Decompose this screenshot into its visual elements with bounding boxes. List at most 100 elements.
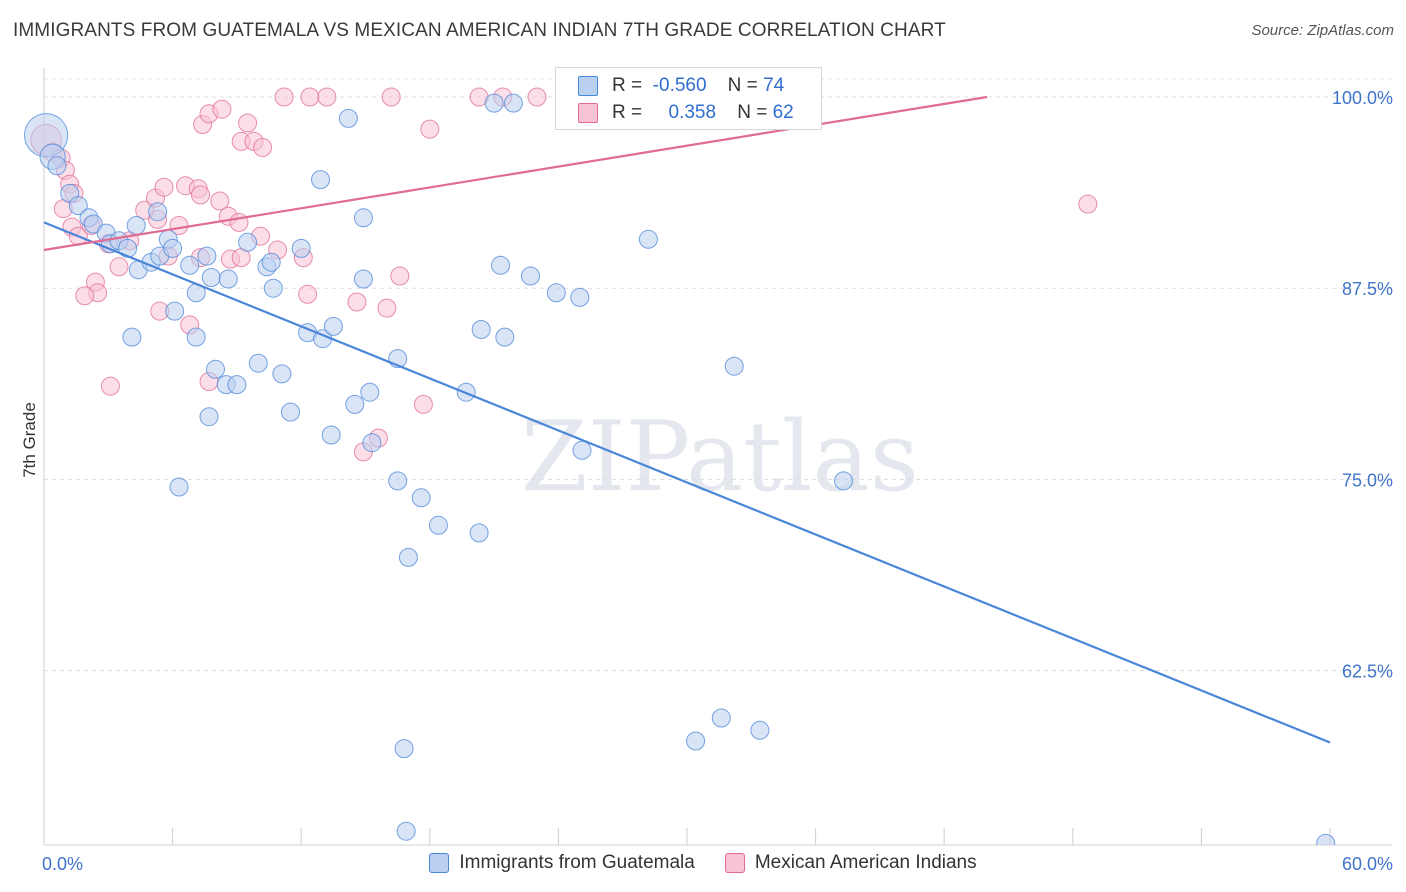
data-point [638,229,658,249]
legend-item-guatemala: Immigrants from Guatemala [429,852,695,874]
data-point [686,731,706,751]
data-point [398,547,418,567]
y-axis-title: 7th Grade [20,402,39,478]
guatemala-swatch-icon [578,76,598,96]
data-point [362,433,382,453]
trend-line-mexican-american-indians [43,95,988,252]
y-tick-label: 100.0% [1332,88,1393,108]
r-value: -0.560 [652,75,707,96]
chart-title: IMMIGRANTS FROM GUATEMALA VS MEXICAN AME… [13,20,946,41]
data-point [298,284,318,304]
data-point [238,232,258,252]
data-point [126,216,146,235]
data-point [323,316,343,336]
data-point [281,402,300,422]
mexican-american-indians-legend-icon [724,853,745,873]
n-value: 62 [772,102,794,123]
data-point [834,471,853,491]
data-point [750,720,770,740]
correlation-row-guatemala: R = -0.560 N = 74 [578,73,784,99]
data-point [394,739,414,759]
data-point [711,708,731,728]
data-point [317,87,337,107]
n-value: 74 [763,75,785,96]
data-point [206,359,225,379]
data-point [570,287,590,307]
data-point [210,191,230,211]
data-point [390,266,410,286]
data-point [321,425,341,445]
series-guatemala-points [23,93,1336,845]
r-label: R = [612,102,643,123]
data-point [83,214,103,234]
data-point [253,138,273,157]
data-point [238,113,258,133]
x-tick-label: 60.0% [1342,854,1393,874]
data-point [546,283,566,303]
source-credit: Source: ZipAtlas.com [1251,22,1394,39]
r-label: R = [612,75,643,96]
data-point [377,298,397,318]
data-point [154,177,174,197]
data-point [311,170,330,190]
data-point [218,269,238,289]
data-point [360,382,380,402]
data-point [495,327,515,347]
data-point [148,202,168,222]
data-point [169,216,189,235]
legend-label-mexican-american-indians: Mexican American Indians [754,852,977,873]
trend-line-guatemala [43,221,1331,744]
data-point [227,375,247,395]
y-tick-label: 75.0% [1342,470,1393,490]
legend-label-guatemala: Immigrants from Guatemala [459,852,695,873]
series-legend: Immigrants from Guatemala Mexican Americ… [0,852,1406,874]
data-point [274,87,294,107]
data-point [100,376,120,396]
data-point [191,185,210,205]
n-label: N = [737,102,768,123]
data-point [75,286,95,306]
data-point [300,87,320,107]
data-point [428,515,448,535]
mexican-american-indians-swatch-icon [578,103,598,123]
data-point [521,266,540,286]
data-point [353,208,373,228]
data-point [291,238,311,258]
y-tick-label: 62.5% [1342,662,1393,682]
data-point [248,353,268,373]
data-point [420,119,440,139]
r-value: 0.358 [668,102,717,123]
data-point [338,108,358,128]
data-point [396,821,416,841]
data-point [118,238,138,258]
data-point [180,255,200,275]
data-point [199,407,219,427]
data-point [484,93,504,113]
data-point [186,327,206,347]
data-point [724,356,744,376]
data-point [229,212,249,232]
n-label: N = [727,75,758,96]
data-point [201,268,221,287]
data-point [503,93,523,113]
x-tick-label: 0.0% [42,854,83,874]
data-point [527,87,547,107]
data-point [381,87,401,107]
legend-item-mexican-american-indians: Mexican American Indians [724,852,977,874]
correlation-row-mexican-american-indians: R = 0.358 N = 62 [578,100,794,126]
data-point [212,99,232,119]
data-point [1078,194,1098,214]
correlation-legend-box: R = -0.560 N = 74 R = 0.358 N = 62 [555,67,822,130]
data-point [263,278,283,298]
y-tick-label: 87.5% [1342,279,1393,299]
data-point [491,255,510,275]
data-point [347,292,367,312]
data-point [261,252,281,272]
data-point [163,238,183,258]
data-point [272,364,292,384]
data-point [109,257,129,277]
data-point [471,320,491,339]
data-point [469,523,489,543]
data-point [1316,833,1336,845]
